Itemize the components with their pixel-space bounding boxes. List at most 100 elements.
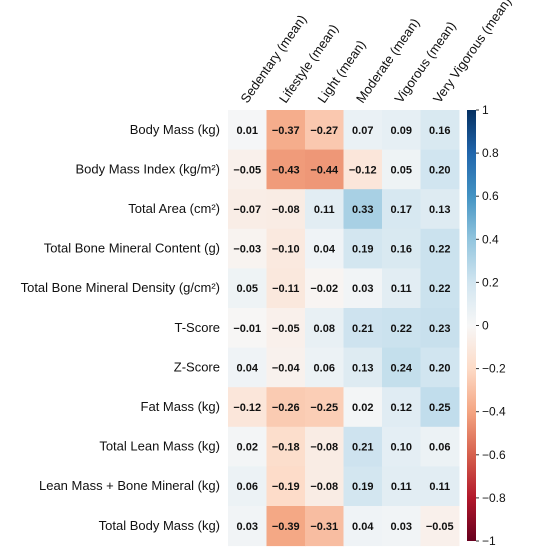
heatmap-cell <box>305 110 344 151</box>
heatmap-cell <box>305 189 344 230</box>
cell-value-label: −0.01 <box>233 323 261 335</box>
cell-value-label: 0.16 <box>429 125 450 137</box>
heatmap-cells: 0.01 −0.37 −0.27 0.07 0.09 0.16 −0.05 −0.43 −0.4… <box>228 110 460 547</box>
heatmap-cell <box>305 466 344 507</box>
heatmap-cell <box>343 426 383 467</box>
cell-value-label: 0.06 <box>314 362 335 374</box>
row-label: Total Lean Mass (kg) <box>99 439 220 454</box>
cell-value-label: 0.09 <box>391 125 412 137</box>
cell-value-label: 0.19 <box>352 481 373 493</box>
cell-value-label: −0.19 <box>272 481 300 493</box>
heatmap-cell <box>228 189 267 230</box>
heatmap-cell <box>228 506 267 547</box>
heatmap-cell <box>420 387 460 428</box>
cell-value-label: 0.33 <box>352 204 373 216</box>
heatmap-cell <box>305 149 344 190</box>
heatmap-cell <box>382 189 421 230</box>
heatmap-cell <box>266 506 306 547</box>
heatmap-cell <box>266 110 306 151</box>
cell-value-label: −0.12 <box>349 164 377 176</box>
heatmap-cell <box>343 110 383 151</box>
heatmap-cell <box>266 228 306 269</box>
heatmap-cell <box>228 228 267 269</box>
cell-value-label: 0.03 <box>352 283 373 295</box>
cell-value-label: 0.05 <box>237 283 258 295</box>
heatmap-cell <box>305 426 344 467</box>
cell-value-label: −0.44 <box>310 164 339 176</box>
cell-value-label: −0.02 <box>310 283 338 295</box>
heatmap-cell <box>228 110 267 151</box>
row-label: Body Mass Index (kg/m²) <box>76 161 221 176</box>
heatmap-cell <box>382 268 421 309</box>
heatmap-cell <box>343 189 383 230</box>
heatmap-cell <box>305 387 344 428</box>
cell-value-label: −0.25 <box>310 402 338 414</box>
colorbar-tick-label: −0.2 <box>482 362 506 376</box>
heatmap-cell <box>382 506 421 547</box>
heatmap-cell <box>228 308 267 349</box>
cell-value-label: 0.06 <box>237 481 258 493</box>
cell-value-label: 0.11 <box>391 283 412 295</box>
cell-value-label: 0.24 <box>391 362 413 374</box>
column-label: Very Vigorous (mean) <box>430 0 514 106</box>
cell-value-label: 0.04 <box>237 362 259 374</box>
heatmap-cell <box>420 110 460 151</box>
colorbar-tick-label: 0.4 <box>482 232 499 246</box>
cell-value-label: 0.02 <box>237 442 258 454</box>
cell-value-label: −0.31 <box>310 521 338 533</box>
cell-value-label: 0.10 <box>391 442 412 454</box>
cell-value-label: 0.12 <box>391 402 412 414</box>
row-label: Total Bone Mineral Content (g) <box>44 241 220 256</box>
cell-value-label: −0.08 <box>310 481 338 493</box>
cell-value-label: 0.02 <box>352 402 373 414</box>
cell-value-label: −0.12 <box>233 402 261 414</box>
heatmap-cell <box>343 268 383 309</box>
row-label: Lean Mass + Bone Mineral (kg) <box>39 478 220 493</box>
heatmap-cell <box>382 387 421 428</box>
heatmap-cell <box>305 268 344 309</box>
cell-value-label: 0.06 <box>429 442 450 454</box>
cell-value-label: 0.04 <box>314 244 336 256</box>
heatmap-cell <box>382 426 421 467</box>
heatmap-cell <box>343 466 383 507</box>
heatmap-cell <box>266 466 306 507</box>
colorbar-tick-label: 0.8 <box>482 146 499 160</box>
column-labels: Sedentary (mean)Lifestyle (mean)Light (m… <box>237 0 514 106</box>
cell-value-label: 0.05 <box>391 164 412 176</box>
heatmap-cell <box>305 506 344 547</box>
heatmap-cell <box>420 228 460 269</box>
cell-value-label: −0.05 <box>233 164 261 176</box>
cell-value-label: −0.39 <box>272 521 300 533</box>
colorbar-tick-label: 0 <box>482 319 489 333</box>
heatmap-cell <box>305 347 344 388</box>
cell-value-label: 0.16 <box>391 244 412 256</box>
heatmap-cell <box>420 506 460 547</box>
cell-value-label: 0.01 <box>237 125 258 137</box>
heatmap-cell <box>228 347 267 388</box>
cell-value-label: −0.05 <box>272 323 300 335</box>
cell-value-label: 0.03 <box>391 521 412 533</box>
heatmap-cell <box>266 347 306 388</box>
cell-value-label: −0.05 <box>426 521 454 533</box>
heatmap-cell <box>228 149 267 190</box>
cell-value-label: −0.37 <box>272 125 300 137</box>
heatmap-cell <box>420 426 460 467</box>
cell-value-label: 0.23 <box>429 323 450 335</box>
heatmap-cell <box>420 149 460 190</box>
heatmap-cell <box>343 308 383 349</box>
heatmap-cell <box>420 268 460 309</box>
cell-value-label: 0.08 <box>314 323 335 335</box>
cell-value-label: 0.13 <box>352 362 373 374</box>
heatmap-cell <box>228 466 267 507</box>
cell-value-label: 0.22 <box>429 283 450 295</box>
cell-value-label: −0.10 <box>272 244 300 256</box>
heatmap-cell <box>420 189 460 230</box>
cell-value-label: −0.08 <box>272 204 300 216</box>
row-labels: Body Mass (kg) Body Mass Index (kg/m²) Tot… <box>21 122 220 533</box>
heatmap-cell <box>420 466 460 507</box>
cell-value-label: −0.26 <box>272 402 300 414</box>
heatmap-cell <box>228 268 267 309</box>
row-label: Z-Score <box>174 359 220 374</box>
heatmap-cell <box>305 308 344 349</box>
